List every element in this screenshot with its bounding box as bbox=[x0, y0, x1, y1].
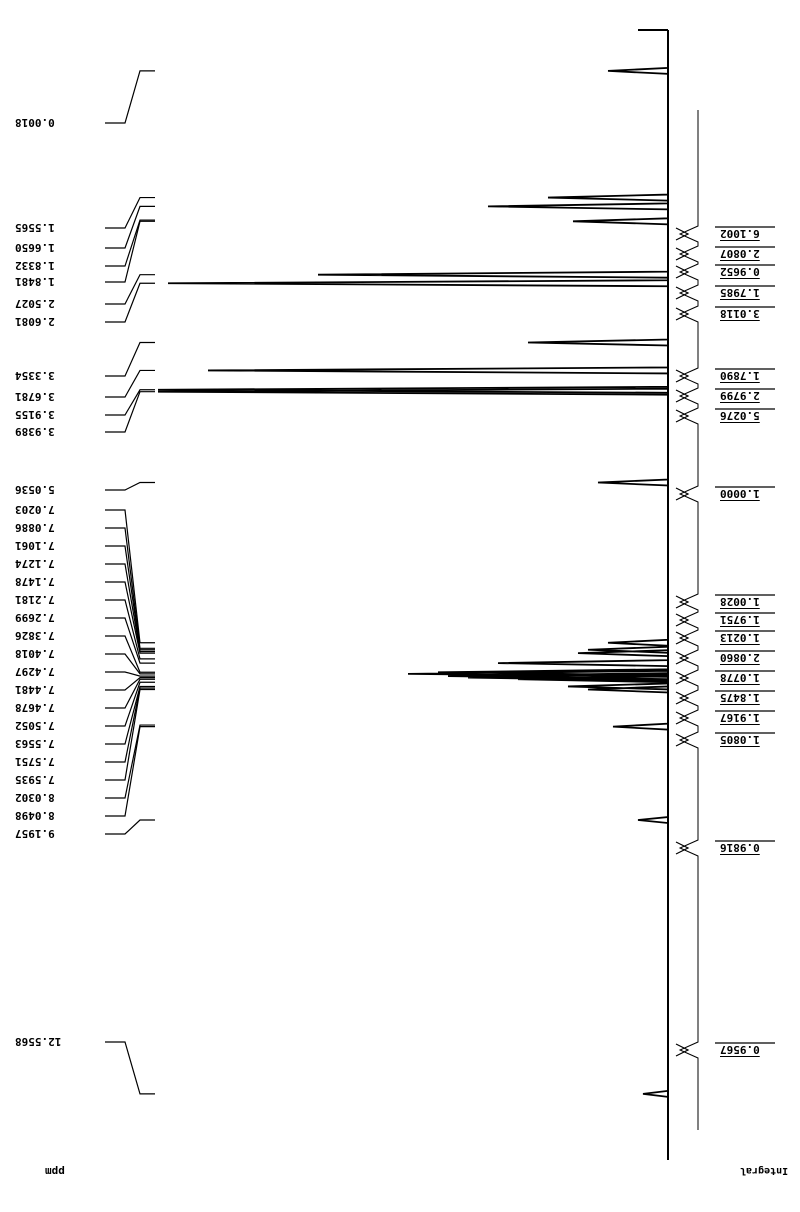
peak-ppm-label: 7.5751 bbox=[15, 755, 55, 768]
axis-integral-label: Integral bbox=[740, 1165, 788, 1176]
integral-value-label: 0.9816 bbox=[720, 841, 760, 854]
peak-ppm-label: 1.5565 bbox=[15, 221, 55, 234]
peak-ppm-label: 7.4678 bbox=[15, 701, 55, 714]
peak-ppm-label: 0.0018 bbox=[15, 116, 55, 129]
peak-ppm-label: 7.2181 bbox=[15, 593, 55, 606]
peak-ppm-label: 7.1478 bbox=[15, 575, 55, 588]
peak-ppm-label: 3.9155 bbox=[15, 408, 55, 421]
integral-value-label: 0.9652 bbox=[720, 265, 760, 278]
peak-ppm-label: 3.9389 bbox=[15, 425, 55, 438]
peak-ppm-label: 7.4481 bbox=[15, 683, 55, 696]
peak-ppm-label: 7.0886 bbox=[15, 521, 55, 534]
peak-ppm-label: 12.5568 bbox=[15, 1035, 61, 1048]
integral-value-label: 1.8475 bbox=[720, 691, 760, 704]
integral-value-label: 1.0805 bbox=[720, 733, 760, 746]
peak-ppm-label: 3.3354 bbox=[15, 369, 55, 382]
peak-ppm-label: 7.3826 bbox=[15, 629, 55, 642]
integral-value-label: 2.0860 bbox=[720, 651, 760, 664]
peak-ppm-label: 7.5052 bbox=[15, 719, 55, 732]
peak-ppm-label: 7.5935 bbox=[15, 773, 55, 786]
peak-ppm-label: 1.8481 bbox=[15, 275, 55, 288]
peak-ppm-label: 7.4297 bbox=[15, 665, 55, 678]
nmr-spectrum-container: 0.0018 1.5565 1.6650 1.8332 1.8481 2.5027 2.60… bbox=[0, 0, 800, 1212]
integral-value-label: 1.0213 bbox=[720, 631, 760, 644]
peak-ppm-label: 7.1274 bbox=[15, 557, 55, 570]
integral-value-label: 6.1002 bbox=[720, 227, 760, 240]
axis-ppm-label: ppm bbox=[45, 1165, 65, 1178]
peak-ppm-label: 7.1061 bbox=[15, 539, 55, 552]
integral-value-label: 1.9751 bbox=[720, 613, 760, 626]
peak-ppm-label: 7.2699 bbox=[15, 611, 55, 624]
integral-value-label: 3.0118 bbox=[720, 307, 760, 320]
peak-ppm-label: 3.6781 bbox=[15, 390, 55, 403]
peak-ppm-label: 1.6650 bbox=[15, 241, 55, 254]
peak-ppm-label: 8.0302 bbox=[15, 791, 55, 804]
integral-value-label: 1.0028 bbox=[720, 595, 760, 608]
peak-ppm-label: 5.0536 bbox=[15, 483, 55, 496]
peak-ppm-label: 7.4018 bbox=[15, 647, 55, 660]
integral-value-label: 1.7890 bbox=[720, 369, 760, 382]
integral-value-label: 1.9167 bbox=[720, 711, 760, 724]
peak-ppm-label: 2.5027 bbox=[15, 297, 55, 310]
peak-ppm-label: 2.6081 bbox=[15, 315, 55, 328]
peak-ppm-label: 7.5563 bbox=[15, 737, 55, 750]
integral-value-label: 1.7985 bbox=[720, 286, 760, 299]
integral-value-label: 2.9799 bbox=[720, 389, 760, 402]
peak-ppm-label: 7.0203 bbox=[15, 503, 55, 516]
integral-value-label: 1.0000 bbox=[720, 487, 760, 500]
peak-ppm-label: 9.1957 bbox=[15, 827, 55, 840]
peak-ppm-label: 8.0498 bbox=[15, 809, 55, 822]
integral-value-label: 0.9567 bbox=[720, 1043, 760, 1056]
integral-value-label: 2.0807 bbox=[720, 247, 760, 260]
integral-value-label: 5.0276 bbox=[720, 409, 760, 422]
spectrum-svg bbox=[0, 0, 800, 1212]
peak-ppm-label: 1.8332 bbox=[15, 259, 55, 272]
integral-value-label: 1.0778 bbox=[720, 671, 760, 684]
